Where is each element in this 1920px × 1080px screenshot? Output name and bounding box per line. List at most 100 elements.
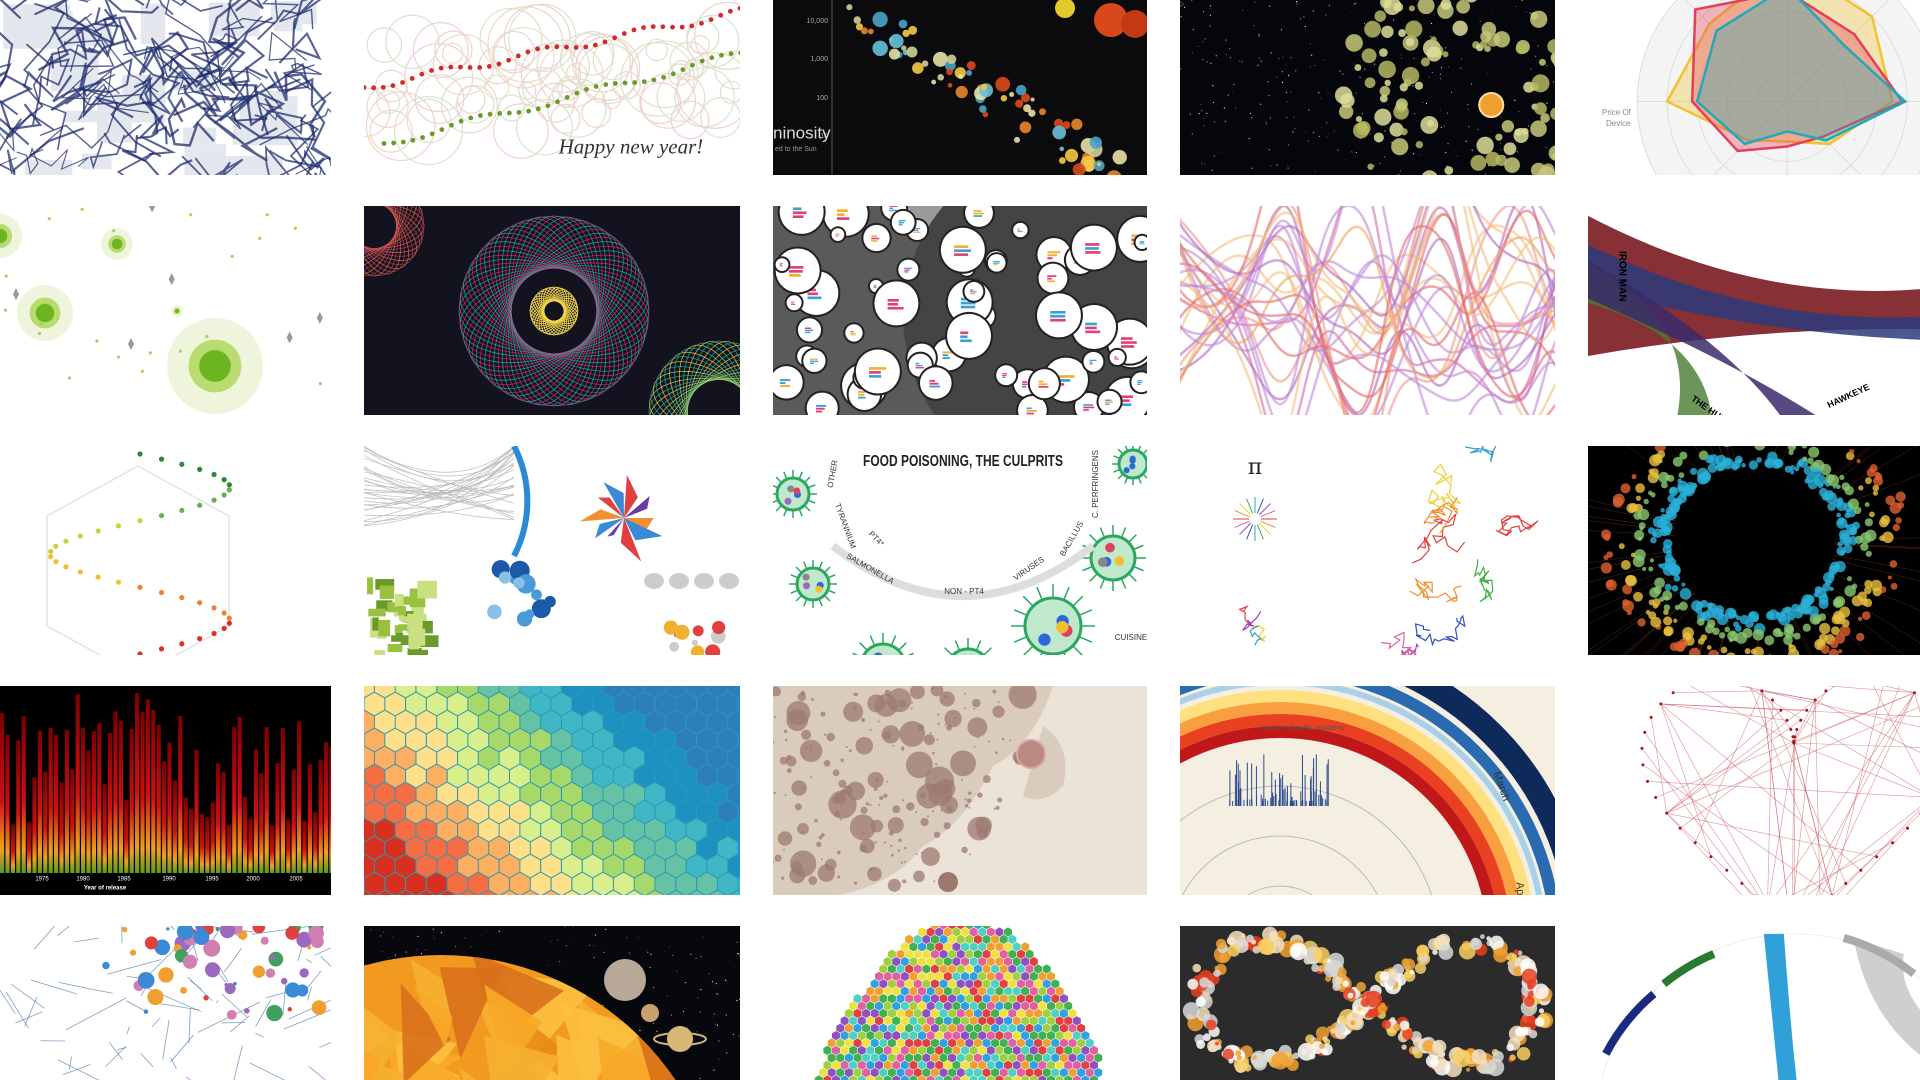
hex [1021, 1031, 1030, 1041]
hex [875, 1060, 883, 1070]
orbit [529, 299, 579, 323]
star [1205, 115, 1207, 118]
spoke [1234, 510, 1250, 518]
star [718, 1040, 720, 1042]
star [1468, 126, 1470, 128]
arc [1602, 990, 1657, 1056]
hex [827, 1068, 836, 1078]
star [1521, 0, 1523, 2]
star [1281, 71, 1284, 73]
hex [1029, 1075, 1038, 1080]
hex [416, 818, 437, 842]
label: Happy new year! [558, 135, 704, 159]
speck [1765, 611, 1775, 620]
bar [929, 385, 940, 388]
speck [1478, 1062, 1490, 1074]
hex [437, 854, 457, 878]
bar [199, 813, 204, 873]
hex [1034, 1008, 1043, 1018]
hex [896, 1008, 905, 1018]
chord [1793, 690, 1827, 744]
chord [1814, 700, 1821, 895]
hex [948, 1038, 957, 1048]
city [849, 814, 876, 841]
hex [385, 728, 405, 752]
ray [1788, 611, 1810, 655]
bubble [1440, 0, 1452, 10]
speck [1731, 416, 1740, 425]
city [874, 778, 879, 782]
bar [836, 209, 848, 212]
speck [1538, 1008, 1545, 1014]
tile [1588, 926, 1920, 1080]
hex [973, 964, 982, 974]
hex [458, 818, 478, 842]
speck [1681, 582, 1686, 587]
city [883, 841, 886, 844]
dot [420, 135, 425, 140]
speck [1787, 446, 1797, 452]
bar [178, 716, 183, 873]
chord [1660, 703, 1862, 871]
ring [550, 103, 581, 134]
bubble [690, 645, 705, 655]
speck [1257, 938, 1275, 955]
star [908, 25, 918, 35]
hex [943, 1060, 952, 1070]
star [684, 981, 686, 984]
bubble [1400, 128, 1408, 136]
star [1399, 170, 1402, 172]
bar [135, 693, 140, 873]
facet [364, 1050, 408, 1080]
hex [562, 686, 582, 698]
bar [10, 824, 15, 873]
region [401, 596, 417, 605]
ring [656, 73, 706, 122]
star [1304, 25, 1306, 28]
curve [364, 484, 515, 499]
dot [1867, 676, 1870, 679]
hex [995, 1075, 1004, 1080]
dot [419, 71, 425, 77]
hex [1025, 949, 1034, 959]
speck [1790, 470, 1795, 475]
bar [913, 227, 921, 230]
speck [1650, 616, 1662, 628]
road [53, 0, 119, 58]
hex [926, 1075, 935, 1080]
hex [655, 800, 676, 824]
chord [1660, 703, 1764, 895]
dot [211, 605, 217, 611]
hex [624, 686, 645, 698]
star [672, 954, 674, 956]
hex [582, 710, 603, 734]
cell [862, 642, 904, 655]
node [265, 968, 276, 978]
hex [395, 686, 416, 698]
city [915, 852, 918, 855]
hex [982, 1053, 991, 1063]
road [184, 28, 238, 91]
star [715, 992, 717, 995]
edge [171, 926, 175, 931]
speck [1706, 602, 1713, 609]
tile: FOOD POISONING, THE CULPRITSOTHERTYRANNI… [773, 446, 1147, 655]
hex [624, 782, 645, 806]
hex [952, 1016, 961, 1026]
star [1308, 109, 1310, 111]
hex [1059, 1038, 1068, 1048]
hex [995, 1031, 1004, 1041]
hex [1029, 1001, 1038, 1011]
star [1320, 97, 1322, 99]
hex [918, 942, 926, 952]
chord [1793, 742, 1920, 748]
speck [1600, 562, 1612, 574]
hex [1051, 979, 1060, 989]
speck [1422, 1040, 1435, 1052]
node [243, 1008, 250, 1014]
city [892, 805, 901, 814]
hex [447, 692, 468, 716]
bubble [1493, 31, 1511, 48]
star [1439, 73, 1442, 75]
city [969, 853, 972, 856]
